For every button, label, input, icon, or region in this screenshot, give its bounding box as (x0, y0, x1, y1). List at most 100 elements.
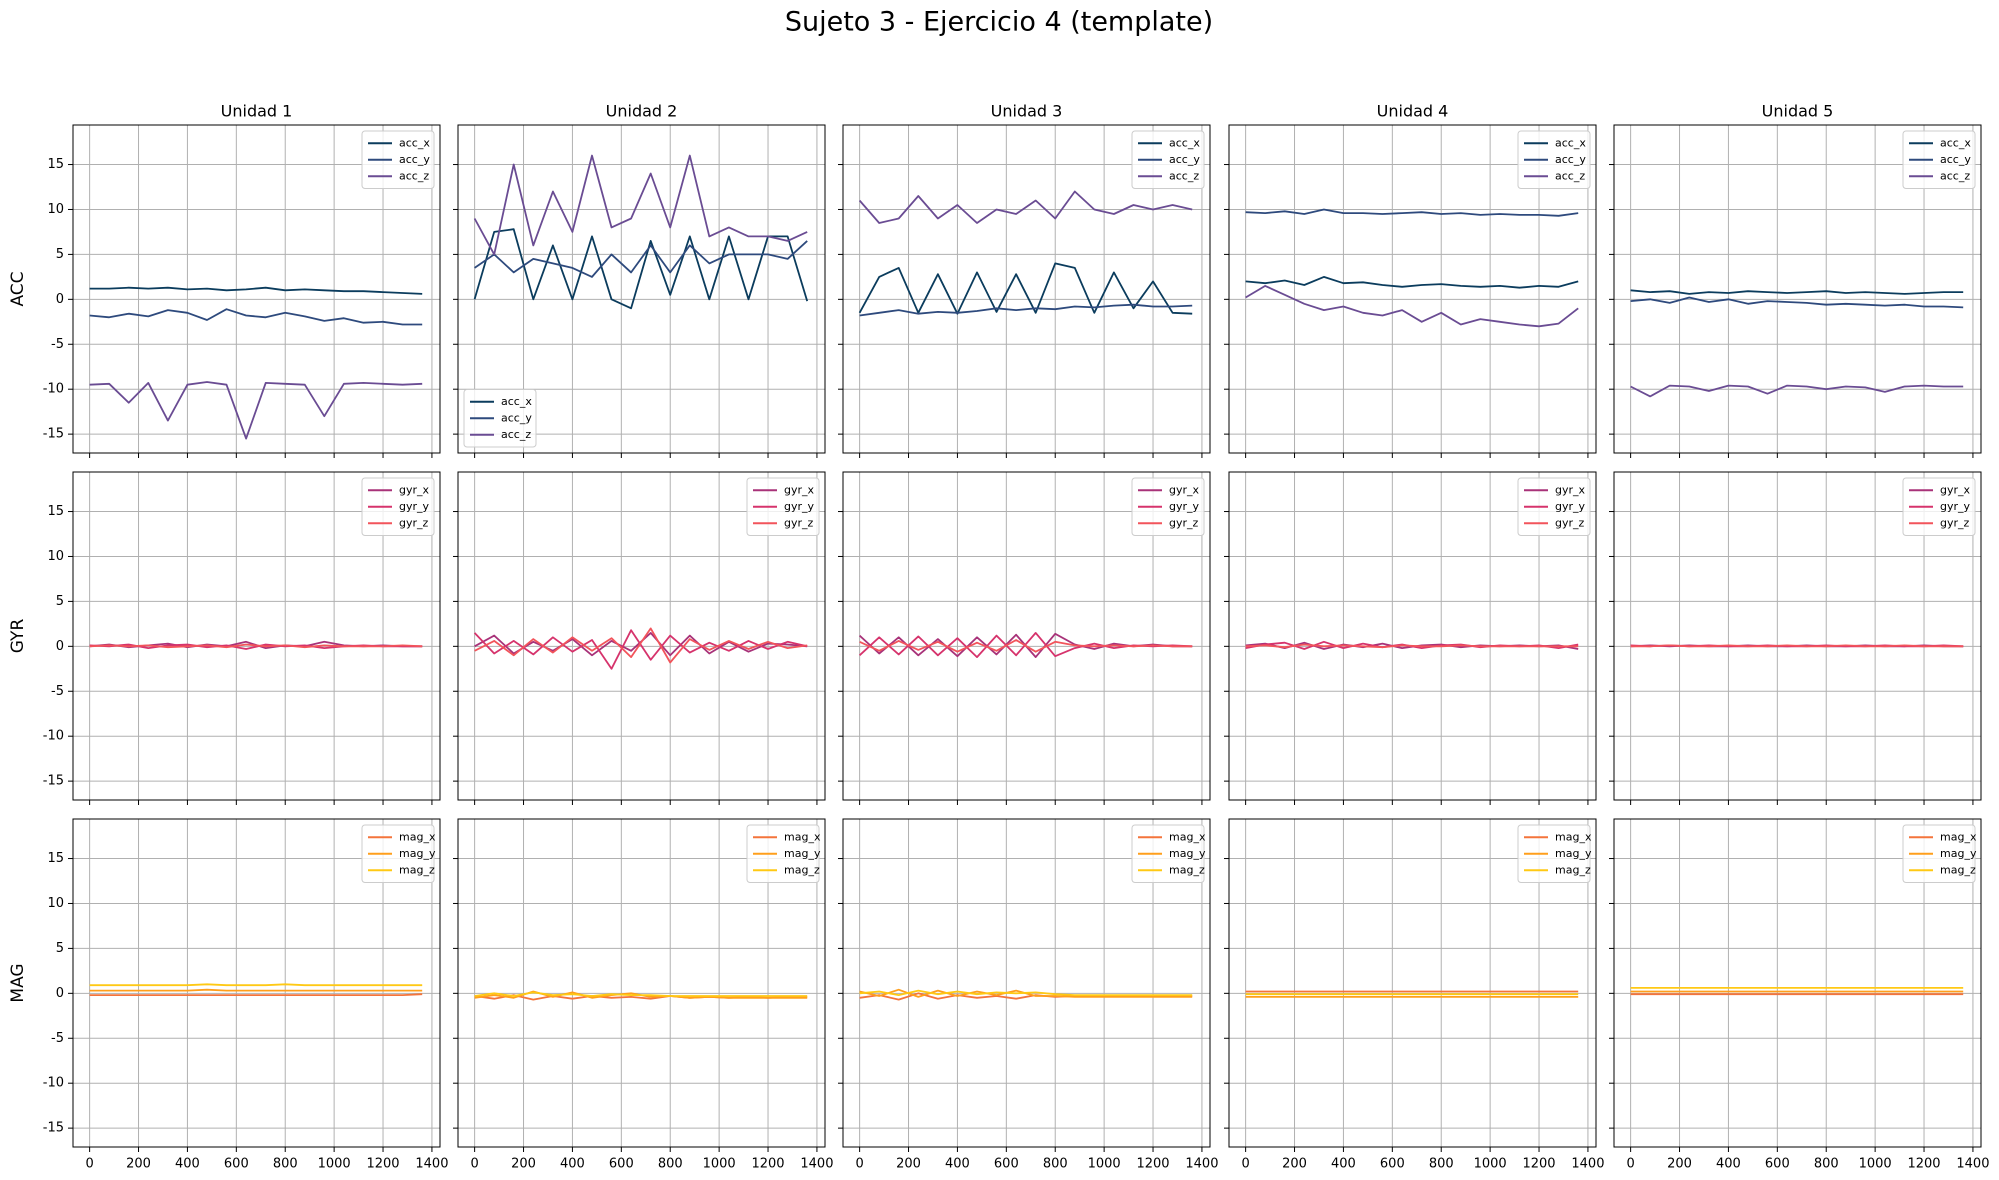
frame (457, 124, 826, 454)
legend: mag_x mag_y mag_z (1517, 824, 1592, 883)
legend-label: acc_x (1940, 136, 1971, 149)
line-series (89, 983, 423, 987)
legend: gyr_x gyr_y gyr_z (1517, 477, 1591, 536)
x-tick-label: 1200 (1136, 1157, 1169, 1172)
y-tick-label: 15 (47, 157, 64, 172)
plot-area (473, 627, 808, 670)
plot-area (858, 190, 1193, 317)
frame (72, 818, 441, 1148)
x-tick-label: 0 (470, 1157, 478, 1172)
subplot-title: Unidad 4 (1377, 102, 1449, 121)
legend-label: mag_z (1555, 863, 1591, 876)
x-tick-label: 0 (1241, 1157, 1249, 1172)
legend-box (361, 130, 435, 189)
y-tick-label: -5 (51, 337, 64, 352)
legend-label: gyr_z (1169, 516, 1199, 529)
line-series (89, 643, 423, 649)
x-tick-label: 1000 (318, 1157, 351, 1172)
legend-label: gyr_y (1940, 500, 1971, 513)
plot-area (1245, 990, 1579, 998)
legend-label: mag_x (1555, 830, 1592, 843)
x-tick-label: 400 (175, 1157, 200, 1172)
legend-label: mag_x (784, 830, 821, 843)
x-tick-label: 400 (1331, 1157, 1356, 1172)
x-tick-label: 400 (560, 1157, 585, 1172)
legend-box (463, 389, 537, 448)
legend-label: acc_z (399, 169, 429, 182)
legend-box (1131, 824, 1205, 883)
legend-box (361, 824, 435, 883)
plot-area (858, 632, 1193, 658)
legend-label: gyr_y (1555, 500, 1586, 513)
frame (1613, 124, 1982, 454)
legend-label: mag_x (1169, 830, 1206, 843)
legend-label: mag_z (784, 863, 820, 876)
legend-box (1902, 824, 1976, 883)
y-tick-label: 5 (56, 941, 64, 956)
line-series (859, 303, 1193, 317)
legend-label: acc_y (1169, 153, 1200, 166)
frame (1228, 124, 1597, 454)
legend: acc_x acc_y acc_z (1902, 130, 1976, 189)
legend-label: gyr_z (784, 516, 814, 529)
line-series (858, 262, 1193, 315)
legend: gyr_x gyr_y gyr_z (1131, 477, 1205, 536)
line-series (1630, 384, 1964, 398)
frame (1613, 471, 1982, 801)
legend-label: gyr_y (784, 500, 815, 513)
plot-area (474, 990, 808, 1001)
subplot: gyr_x gyr_y gyr_z (1224, 471, 1597, 805)
y-tick-label: -10 (43, 382, 64, 397)
legend-label: acc_y (1940, 153, 1971, 166)
subplot: 0 200 400 600 800 1000 1200 1400 mag_x mag_y mag_z (838, 818, 1218, 1172)
subplot: Unidad 3 acc_x acc_y acc_z (838, 102, 1211, 458)
line-series (89, 988, 423, 992)
line-series (89, 286, 423, 295)
x-tick-label: 800 (1814, 1157, 1839, 1172)
legend: gyr_x gyr_y gyr_z (746, 477, 820, 536)
subplot-title: Unidad 5 (1762, 102, 1834, 121)
x-tick-label: 1400 (415, 1157, 448, 1172)
y-tick-label: -5 (51, 684, 64, 699)
legend-box (1131, 130, 1205, 189)
y-tick-label: -5 (51, 1031, 64, 1046)
line-series (474, 991, 808, 997)
subplot: Unidad 2 acc_x acc_y acc_z (453, 102, 826, 458)
legend-label: acc_z (501, 428, 531, 441)
legend: acc_x acc_y acc_z (463, 389, 537, 448)
legend-label: gyr_z (399, 516, 429, 529)
frame (842, 818, 1211, 1148)
subplot: gyr_x gyr_y gyr_z (453, 471, 826, 805)
y-tick-label: -15 (43, 1121, 64, 1136)
legend-label: mag_y (1555, 847, 1592, 860)
line-series (89, 993, 423, 996)
legend-label: mag_y (784, 847, 821, 860)
x-tick-label: 600 (1765, 1157, 1790, 1172)
legend-label: acc_x (1555, 136, 1586, 149)
y-tick-label: -15 (43, 427, 64, 442)
plot-area (859, 988, 1193, 1001)
line-series (89, 381, 423, 440)
line-series (1245, 208, 1579, 217)
line-series (474, 627, 808, 664)
plot-area (1630, 987, 1964, 996)
x-tick-label: 1000 (1474, 1157, 1507, 1172)
y-tick-label: 5 (56, 594, 64, 609)
legend: mag_x mag_y mag_z (361, 824, 436, 883)
line-series (859, 989, 1193, 996)
frame (842, 471, 1211, 801)
legend-label: gyr_x (784, 483, 815, 496)
legend-label: acc_x (1169, 136, 1200, 149)
line-series (473, 629, 808, 670)
x-tick-label: 800 (658, 1157, 683, 1172)
plot-area (1630, 289, 1964, 398)
subplot: -15 -10 -5 0 5 10 15 Unidad 1 ACC acc_x acc_y acc_z (8, 102, 441, 458)
legend-label: gyr_x (1169, 483, 1200, 496)
x-tick-label: 1000 (703, 1157, 736, 1172)
subplot: 0 200 400 600 800 1000 1200 1400 mag_x mag_y mag_z (1224, 818, 1604, 1172)
line-series (859, 639, 1193, 653)
legend-label: gyr_y (399, 500, 430, 513)
legend-label: mag_z (1169, 863, 1205, 876)
line-series (1630, 296, 1964, 309)
line-series (89, 308, 423, 326)
